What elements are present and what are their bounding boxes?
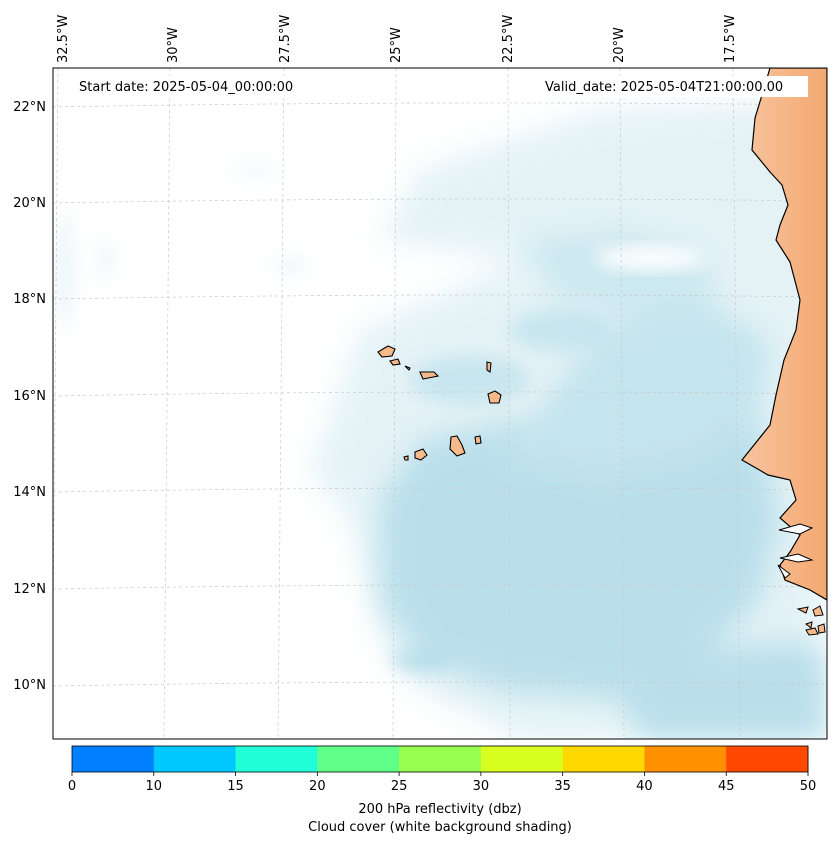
island-sal [486,361,492,373]
lat-label: 14°N [13,485,46,500]
colorbar-segment [317,746,400,772]
graticule [53,68,827,739]
colorbar-tick-label: 50 [800,779,817,794]
island-fogo [414,448,428,461]
colorbar-segment [235,746,318,772]
lat-label: 10°N [13,678,46,693]
bijagos-islands [796,605,826,636]
lon-label: 25°W [389,27,404,63]
lon-label: 32.5°W [56,15,71,63]
colorbar-frame [71,745,809,773]
island-sao-nicolau [419,371,440,380]
colorbar-tick-label: 35 [554,779,571,794]
island-santa-luzia [404,365,411,371]
valid-date-label: Valid_date: 2025-05-04T21:00:00.00 [545,80,783,95]
lat-label: 16°N [13,389,46,404]
colorbar-tick-label: 0 [68,779,76,794]
island-sao-vicente [389,358,401,366]
colorbar-sublabel: Cloud cover (white background shading) [308,820,572,835]
colorbar-segment [726,746,809,772]
cloud-cover-shading [55,100,827,739]
colorbar-segment [72,746,155,772]
island-santiago [449,435,466,457]
island-brava [403,455,409,461]
colorbar-label: 200 hPa reflectivity (dbz) [358,802,521,817]
colorbar-segment [562,746,645,772]
valid-date-box: Valid_date: 2025-05-04T21:00:00.00 [540,76,808,97]
colorbar-segments [72,746,809,772]
latitude-labels: 22°N 20°N 18°N 16°N 14°N 12°N 10°N [13,100,46,693]
colorbar-ticks: 0 10 15 20 25 30 35 40 45 50 [68,772,816,794]
start-date-label: Start date: 2025-05-04_00:00:00 [79,80,293,95]
colorbar-segment [480,746,564,772]
map-frame [52,67,828,740]
lon-label: 22.5°W [501,15,516,63]
island-boa-vista [487,390,502,404]
colorbar-segment [399,746,482,772]
colorbar-tick-label: 30 [473,779,490,794]
lon-label: 17.5°W [723,15,738,63]
coastline-detail [777,523,814,579]
island-maio [474,435,482,445]
lon-label: 27.5°W [278,15,293,63]
lon-label: 20°W [612,27,627,63]
colorbar-tick-label: 15 [227,779,244,794]
colorbar-tick-label: 10 [146,779,163,794]
colorbar-segment [153,746,237,772]
island-santo-antao [377,345,396,358]
lat-label: 20°N [13,196,46,211]
colorbar: 0 10 15 20 25 30 35 40 45 50 200 hPa reflectivity… [68,745,816,835]
colorbar-tick-label: 25 [391,779,408,794]
lat-label: 12°N [13,582,46,597]
colorbar-tick-label: 45 [718,779,735,794]
lat-label: 18°N [13,292,46,307]
colorbar-tick-label: 40 [636,779,653,794]
lon-label: 30°W [166,27,181,63]
longitude-labels: 32.5°W 30°W 27.5°W 25°W 22.5°W 20°W 17.5… [56,15,738,63]
map-panel: Start date: 2025-05-04_00:00:00 Valid_da… [53,68,827,739]
cape-verde-islands [377,345,502,461]
start-date-box: Start date: 2025-05-04_00:00:00 [74,76,316,97]
colorbar-segment [644,746,727,772]
lat-label: 22°N [13,100,46,115]
colorbar-tick-label: 20 [309,779,326,794]
